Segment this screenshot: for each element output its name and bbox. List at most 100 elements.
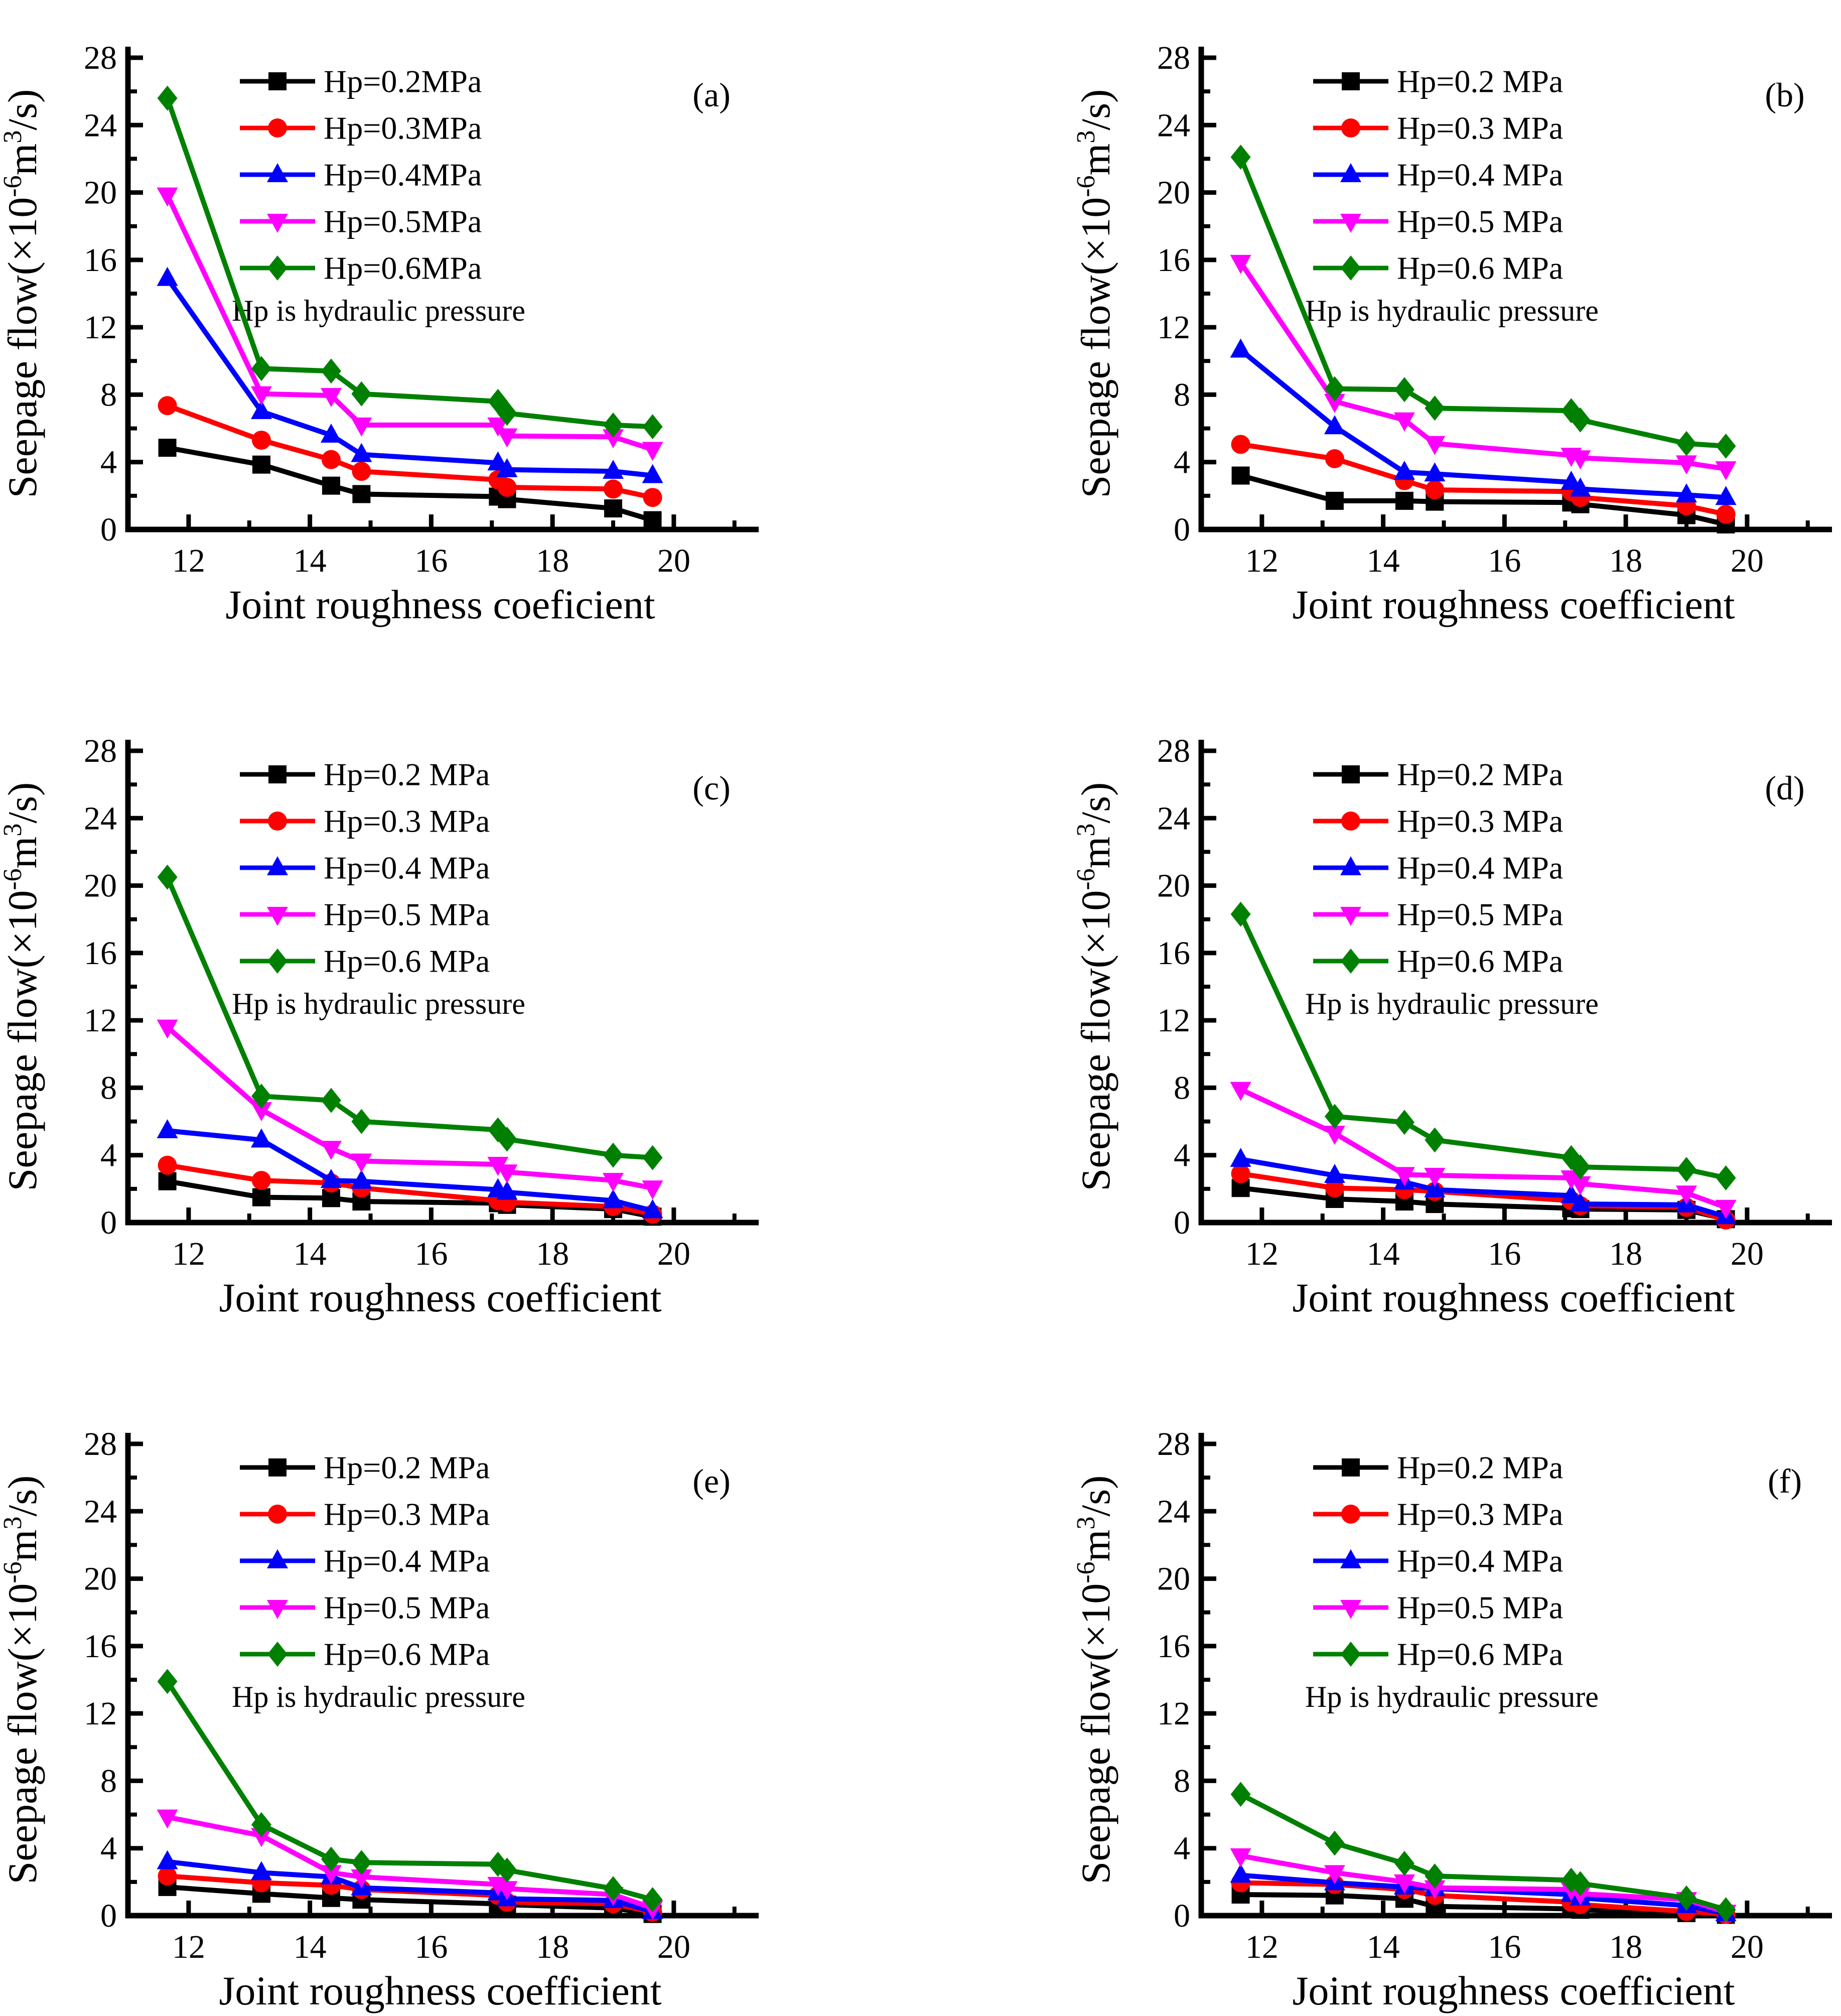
panel-letter: (c) (692, 769, 730, 807)
legend-entry: Hp=0.4 MPa (1313, 850, 1563, 886)
series-point-hp04 (1393, 460, 1415, 480)
x-tick-label: 14 (294, 1929, 327, 1965)
panel-letter: (f) (1768, 1462, 1802, 1500)
series-point-hp05 (157, 1809, 178, 1829)
legend-label: Hp=0.6 MPa (324, 1637, 490, 1672)
y-tick-label: 28 (1157, 733, 1190, 769)
legend-entry: Hp=0.2 MPa (1313, 757, 1563, 792)
series-point-hp04 (1324, 1164, 1345, 1183)
legend-marker-triangle-up (1340, 1549, 1361, 1568)
series-point-hp03 (1325, 1178, 1344, 1198)
legend-entry: Hp=0.4 MPa (1313, 157, 1563, 193)
series-point-hp04 (1424, 462, 1446, 482)
legend-entry: Hp=0.3 MPa (240, 1497, 490, 1532)
series-point-hp04 (1570, 1192, 1591, 1212)
panel-letter: (a) (692, 76, 730, 114)
y-tick-label: 4 (1174, 1137, 1190, 1174)
series-point-hp05 (1230, 254, 1251, 274)
series-point-hp06 (642, 1145, 663, 1170)
y-tick-label: 20 (1157, 868, 1190, 904)
y-tick-label: 20 (1157, 175, 1190, 211)
series-point-hp05 (1570, 450, 1591, 470)
legend-marker-diamond (267, 1642, 288, 1667)
legend-marker-square (1342, 765, 1360, 783)
y-tick-label: 8 (1174, 1069, 1190, 1106)
series-point-hp04 (1561, 1184, 1582, 1203)
series-point-hp04 (320, 1169, 342, 1188)
y-tick-label: 24 (84, 800, 117, 837)
series-point-hp02 (604, 499, 622, 518)
series-point-hp04 (1675, 483, 1697, 503)
series-point-hp05 (602, 429, 624, 449)
series-line-hp06 (1238, 913, 1727, 1180)
y-tick-label: 24 (1157, 800, 1190, 837)
series-point-hp06 (157, 85, 178, 111)
series-line-hp04 (1240, 1157, 1727, 1220)
series-line-hp04 (165, 277, 653, 478)
x-tick-label: 18 (1609, 1236, 1642, 1272)
series-line-hp04 (1240, 1872, 1727, 1916)
legend-entry: Hp=0.2MPa (240, 64, 482, 99)
series-point-hp03 (158, 1866, 177, 1886)
y-axis-title: Seepage flow(×10-6m3/s) (1073, 89, 1118, 498)
x-tick-label: 12 (1245, 543, 1279, 579)
series-point-hp04 (1230, 1148, 1251, 1167)
series-point-hp03 (1231, 1164, 1250, 1183)
legend-note: Hp is hydraulic pressure (1305, 294, 1599, 327)
y-tick-label: 0 (1174, 1898, 1190, 1934)
legend-note: Hp is hydraulic pressure (232, 294, 525, 327)
series-point-hp06 (351, 1109, 372, 1134)
y-tick-label: 16 (84, 935, 117, 972)
legend-note: Hp is hydraulic pressure (1305, 987, 1599, 1020)
series-point-hp03 (643, 488, 662, 507)
x-axis-title: Joint roughness coefficient (219, 1275, 661, 1320)
series-line-hp04 (167, 1128, 653, 1214)
panel-d-chart: 12 14 16 18 20 0 4 8 12 16 20 24 28 Joint roughness c… (1073, 733, 1832, 1320)
series-point-hp05 (1424, 1168, 1446, 1187)
series-point-hp06 (321, 1088, 341, 1113)
legend-entry: Hp=0.4MPa (240, 157, 482, 193)
series-point-hp06 (488, 1851, 508, 1877)
series-point-hp06 (1324, 1104, 1345, 1129)
series-point-hp05 (351, 1153, 372, 1173)
panel-c: 12 14 16 18 20 0 4 8 12 16 20 24 28 Joint roughness c… (0, 693, 768, 1323)
series-point-hp05 (351, 1869, 372, 1889)
legend-label: Hp=0.4 MPa (1397, 157, 1563, 193)
series-point-hp03 (321, 450, 341, 469)
legend-marker-triangle-down (1340, 1600, 1361, 1619)
x-tick-label: 16 (1488, 1236, 1521, 1272)
legend-marker-diamond (1341, 1642, 1361, 1667)
series-line-hp06 (1239, 1792, 1727, 1913)
series-point-hp05 (1424, 436, 1446, 455)
series-line-hp05 (166, 1025, 653, 1191)
y-tick-label: 20 (84, 175, 117, 211)
series-point-hp06 (321, 358, 341, 384)
x-axis-title: Joint roughness coefficient (1292, 582, 1735, 627)
y-tick-label: 12 (84, 1695, 117, 1732)
panel-letter: (b) (1765, 76, 1804, 114)
y-tick-label: 16 (1157, 935, 1190, 972)
series-point-hp06 (1570, 1871, 1591, 1897)
series-point-hp05 (496, 1881, 518, 1901)
series-line-hp02 (167, 1178, 653, 1220)
series-point-hp02 (252, 1188, 270, 1206)
x-axis-title: Joint roughness coefficient (1292, 1275, 1735, 1320)
series-line-hp03 (1240, 442, 1727, 517)
series-point-hp04 (1570, 477, 1591, 497)
series-point-hp05 (1715, 1199, 1737, 1219)
y-tick-label: 0 (100, 511, 117, 548)
legend-label: Hp=0.5 MPa (1397, 897, 1563, 932)
legend-label: Hp=0.6 MPa (324, 944, 490, 979)
legend-entry: Hp=0.5 MPa (1313, 1590, 1563, 1626)
series-point-hp02 (158, 439, 177, 457)
series-point-hp06 (1425, 1863, 1445, 1889)
x-tick-label: 12 (172, 543, 205, 579)
series-point-hp04 (1324, 415, 1345, 435)
legend-entry: Hp=0.6 MPa (1313, 1637, 1563, 1672)
series-point-hp04 (351, 1169, 372, 1189)
legend-label: Hp=0.2 MPa (1397, 757, 1563, 792)
series-line-hp04 (167, 1859, 653, 1914)
y-tick-label: 16 (84, 1628, 117, 1665)
y-tick-label: 28 (84, 1426, 117, 1462)
y-tick-label: 12 (1157, 1002, 1190, 1039)
